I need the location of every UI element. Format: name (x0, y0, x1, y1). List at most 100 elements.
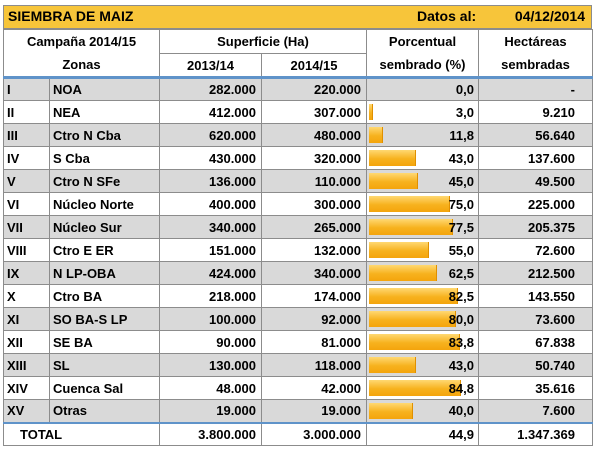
pct-value: 43,0 (448, 357, 474, 373)
table-row: IV S Cba 430.000 320.000 43,0 137.600 (3, 146, 593, 170)
pct-bar (369, 196, 450, 212)
surface-2014-15: 42.000 (261, 376, 367, 400)
pct-bar (369, 265, 437, 281)
surface-2013-14: 48.000 (159, 376, 262, 400)
hectares-sown: 73.600 (478, 307, 593, 331)
zone-name: SE BA (49, 330, 160, 354)
surface-2014-15: 220.000 (261, 77, 367, 101)
zone-number: IV (3, 146, 50, 170)
surface-2013-14: 90.000 (159, 330, 262, 354)
pct-value: 82,5 (448, 288, 474, 304)
surface-2014-15: 300.000 (261, 192, 367, 216)
table-row: XI SO BA-S LP 100.000 92.000 80,0 73.600 (3, 307, 593, 331)
zone-name: Cuenca Sal (49, 376, 160, 400)
zone-name: Ctro BA (49, 284, 160, 308)
pct-value: 45,0 (448, 173, 474, 189)
pct-value: 40,0 (448, 403, 474, 419)
pct-bar (369, 173, 418, 189)
total-2013-14: 3.800.000 (159, 421, 262, 446)
pct-value: 75,0 (448, 196, 474, 212)
table-row: XII SE BA 90.000 81.000 83,8 67.838 (3, 330, 593, 354)
surface-2014-15: 265.000 (261, 215, 367, 239)
table-row: VI Núcleo Norte 400.000 300.000 75,0 225.000 (3, 192, 593, 216)
report-title: SIEMBRA DE MAIZ (8, 8, 134, 24)
table-row: XIV Cuenca Sal 48.000 42.000 84,8 35.616 (3, 376, 593, 400)
total-pct: 44,9 (366, 421, 479, 446)
zone-number: VIII (3, 238, 50, 262)
surface-2014-15: 174.000 (261, 284, 367, 308)
zone-name: S Cba (49, 146, 160, 170)
surface-2014-15: 480.000 (261, 123, 367, 147)
pct-sown-cell: 11,8 (366, 123, 479, 147)
zone-name: NEA (49, 100, 160, 124)
hectares-sown: 205.375 (478, 215, 593, 239)
pct-sown-cell: 43,0 (366, 353, 479, 377)
pct-value: 77,5 (448, 219, 474, 235)
surface-2014-15: 132.000 (261, 238, 367, 262)
hect-header-line2: sembradas (478, 53, 593, 79)
table-body: I NOA 282.000 220.000 0,0- II NEA 412.000 307.00… (3, 77, 593, 446)
surface-2013-14: 430.000 (159, 146, 262, 170)
surface-2013-14: 151.000 (159, 238, 262, 262)
table-row: XV Otras 19.000 19.000 40,0 7.600 (3, 399, 593, 423)
pct-sown-cell: 3,0 (366, 100, 479, 124)
pct-value: 80,0 (448, 311, 474, 327)
campaign-header: Campaña 2014/15 (3, 29, 160, 54)
hectares-sown: 9.210 (478, 100, 593, 124)
zone-name: Ctro N SFe (49, 169, 160, 193)
total-hectares: 1.347.369 (478, 421, 593, 446)
zone-number: XIV (3, 376, 50, 400)
hectares-sown: 212.500 (478, 261, 593, 285)
zone-number: XIII (3, 353, 50, 377)
hectares-sown: 72.600 (478, 238, 593, 262)
zone-name: Ctro E ER (49, 238, 160, 262)
pct-sown-cell: 0,0 (366, 77, 479, 101)
zone-number: XII (3, 330, 50, 354)
hectares-sown: - (478, 77, 593, 101)
table-row: V Ctro N SFe 136.000 110.000 45,0 49.500 (3, 169, 593, 193)
hectares-sown: 35.616 (478, 376, 593, 400)
zone-name: N LP-OBA (49, 261, 160, 285)
pct-sown-cell: 40,0 (366, 399, 479, 423)
surface-header: Superficie (Ha) (159, 29, 367, 54)
surface-2014-15: 110.000 (261, 169, 367, 193)
title-banner: SIEMBRA DE MAIZ Datos al: 04/12/2014 (3, 5, 592, 29)
surface-2014-15: 320.000 (261, 146, 367, 170)
total-label: TOTAL (3, 421, 160, 446)
pct-bar (369, 242, 429, 258)
zone-name: NOA (49, 77, 160, 101)
sowing-table: Campaña 2014/15 Superficie (Ha) Porcentu… (3, 29, 593, 446)
zone-name: Otras (49, 399, 160, 423)
pct-bar (369, 311, 456, 327)
pct-bar (369, 150, 416, 166)
surface-2014-15: 307.000 (261, 100, 367, 124)
table-row: VII Núcleo Sur 340.000 265.000 77,5 205.375 (3, 215, 593, 239)
pct-header-line2: sembrado (%) (366, 53, 479, 79)
table-row: III Ctro N Cba 620.000 480.000 11,8 56.640 (3, 123, 593, 147)
year1-header: 2013/14 (159, 53, 262, 79)
pct-value: 43,0 (448, 150, 474, 166)
zone-number: I (3, 77, 50, 101)
pct-sown-cell: 83,8 (366, 330, 479, 354)
zone-number: VI (3, 192, 50, 216)
surface-2014-15: 92.000 (261, 307, 367, 331)
pct-sown-cell: 55,0 (366, 238, 479, 262)
pct-bar (369, 104, 373, 120)
table-row: II NEA 412.000 307.000 3,0 9.210 (3, 100, 593, 124)
surface-2013-14: 136.000 (159, 169, 262, 193)
total-row: TOTAL 3.800.000 3.000.000 44,9 1.347.369 (3, 421, 593, 446)
pct-sown-cell: 80,0 (366, 307, 479, 331)
surface-2013-14: 130.000 (159, 353, 262, 377)
zone-name: SO BA-S LP (49, 307, 160, 331)
hectares-sown: 225.000 (478, 192, 593, 216)
pct-bar (369, 127, 383, 143)
surface-2013-14: 424.000 (159, 261, 262, 285)
zone-number: X (3, 284, 50, 308)
pct-value: 83,8 (448, 334, 474, 350)
hect-header-line1: Hectáreas (478, 29, 593, 54)
pct-bar (369, 380, 461, 396)
hectares-sown: 143.550 (478, 284, 593, 308)
surface-2013-14: 340.000 (159, 215, 262, 239)
zone-number: VII (3, 215, 50, 239)
